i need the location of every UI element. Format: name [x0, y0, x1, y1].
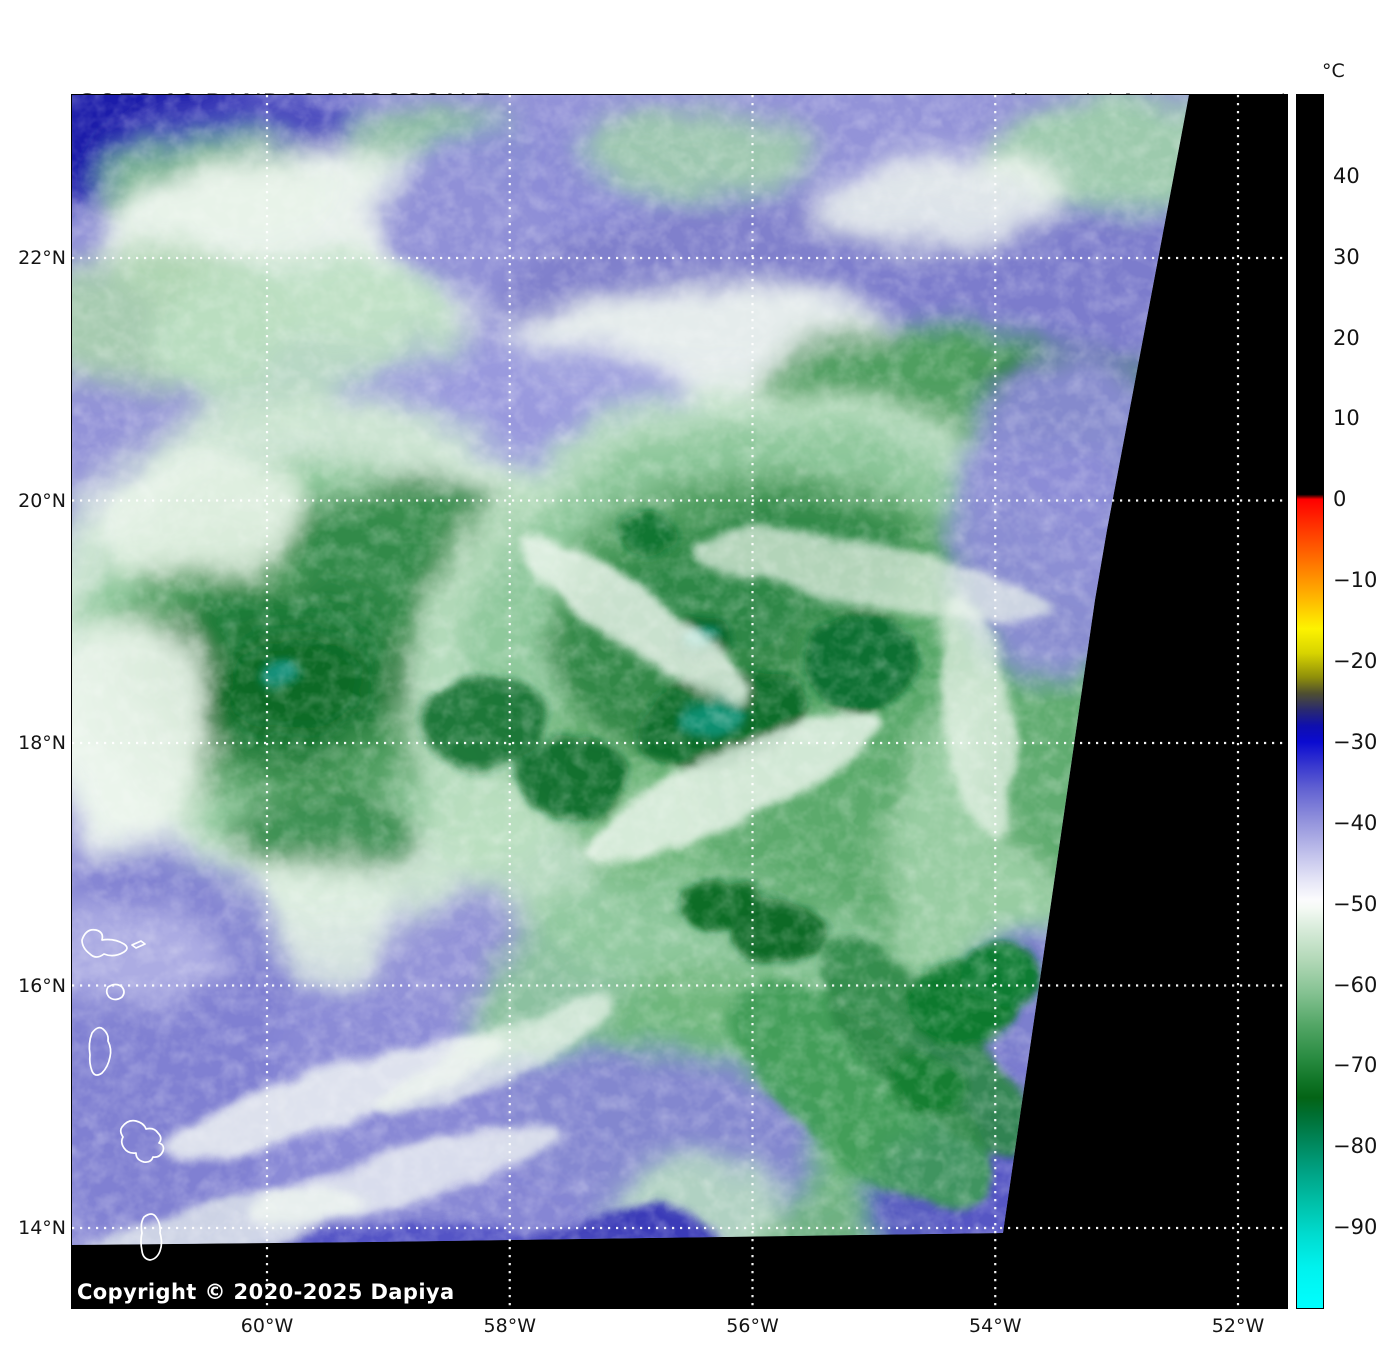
coastline-martinique [119, 1119, 165, 1163]
colorbar-tick-label--80: −80 [1333, 1134, 1378, 1159]
coastline-st-lucia [140, 1213, 163, 1261]
colorbar-tick-label--20: −20 [1333, 649, 1378, 674]
cloud-texture-noise [72, 95, 1189, 1245]
lon-tick-label-58: 58°W [483, 1315, 536, 1337]
colorbar-tick-label--10: −10 [1333, 568, 1378, 593]
colorbar-tick-label-30: 30 [1333, 244, 1360, 269]
lat-tick-label-22: 22°N [18, 247, 66, 269]
lon-tick-label-52: 52°W [1211, 1315, 1265, 1337]
colorbar-tick-label-20: 20 [1333, 325, 1360, 350]
lon-tick-label-60: 60°W [240, 1315, 294, 1337]
colorbar-tick-label--60: −60 [1333, 972, 1378, 997]
lat-tick-label-14: 14°N [18, 1217, 66, 1239]
satellite-imagery-canvas [72, 95, 1287, 1308]
coastlines-overlay [81, 928, 165, 1261]
colorbar-unit-label: °C [1322, 60, 1345, 82]
colorbar-tick-label-10: 10 [1333, 406, 1360, 431]
temperature-colorbar [1296, 94, 1324, 1309]
coastline-islet-east-of-guadeloupe [131, 940, 146, 949]
lon-tick-label-54: 54°W [969, 1315, 1022, 1337]
latlon-gridlines [72, 95, 1287, 1308]
lat-tick-label-18: 18°N [18, 732, 66, 754]
coastline-dominica [88, 1026, 112, 1076]
copyright-watermark: Copyright © 2020-2025 Dapiya [77, 1280, 455, 1304]
lat-tick-label-16: 16°N [18, 974, 66, 997]
lon-tick-label-56: 56°W [726, 1315, 779, 1337]
colorbar-tick-label--50: −50 [1333, 891, 1378, 916]
coastline-marie-galante [105, 983, 125, 1001]
scan-data-region [72, 95, 1189, 1245]
lat-tick-label-20: 20°N [18, 489, 66, 512]
colorbar-tick-label-40: 40 [1333, 163, 1360, 188]
colorbar-tick-label--90: −90 [1333, 1215, 1378, 1240]
colorbar-tick-label--30: −30 [1333, 729, 1378, 754]
coastline-guadeloupe [81, 928, 128, 958]
colorbar-tick-label--70: −70 [1333, 1053, 1378, 1078]
colorbar-tick-label-0: 0 [1333, 487, 1347, 512]
satellite-image-plot: Copyright © 2020-2025 Dapiya [71, 94, 1288, 1309]
colorbar-tick-label--40: −40 [1333, 810, 1378, 835]
